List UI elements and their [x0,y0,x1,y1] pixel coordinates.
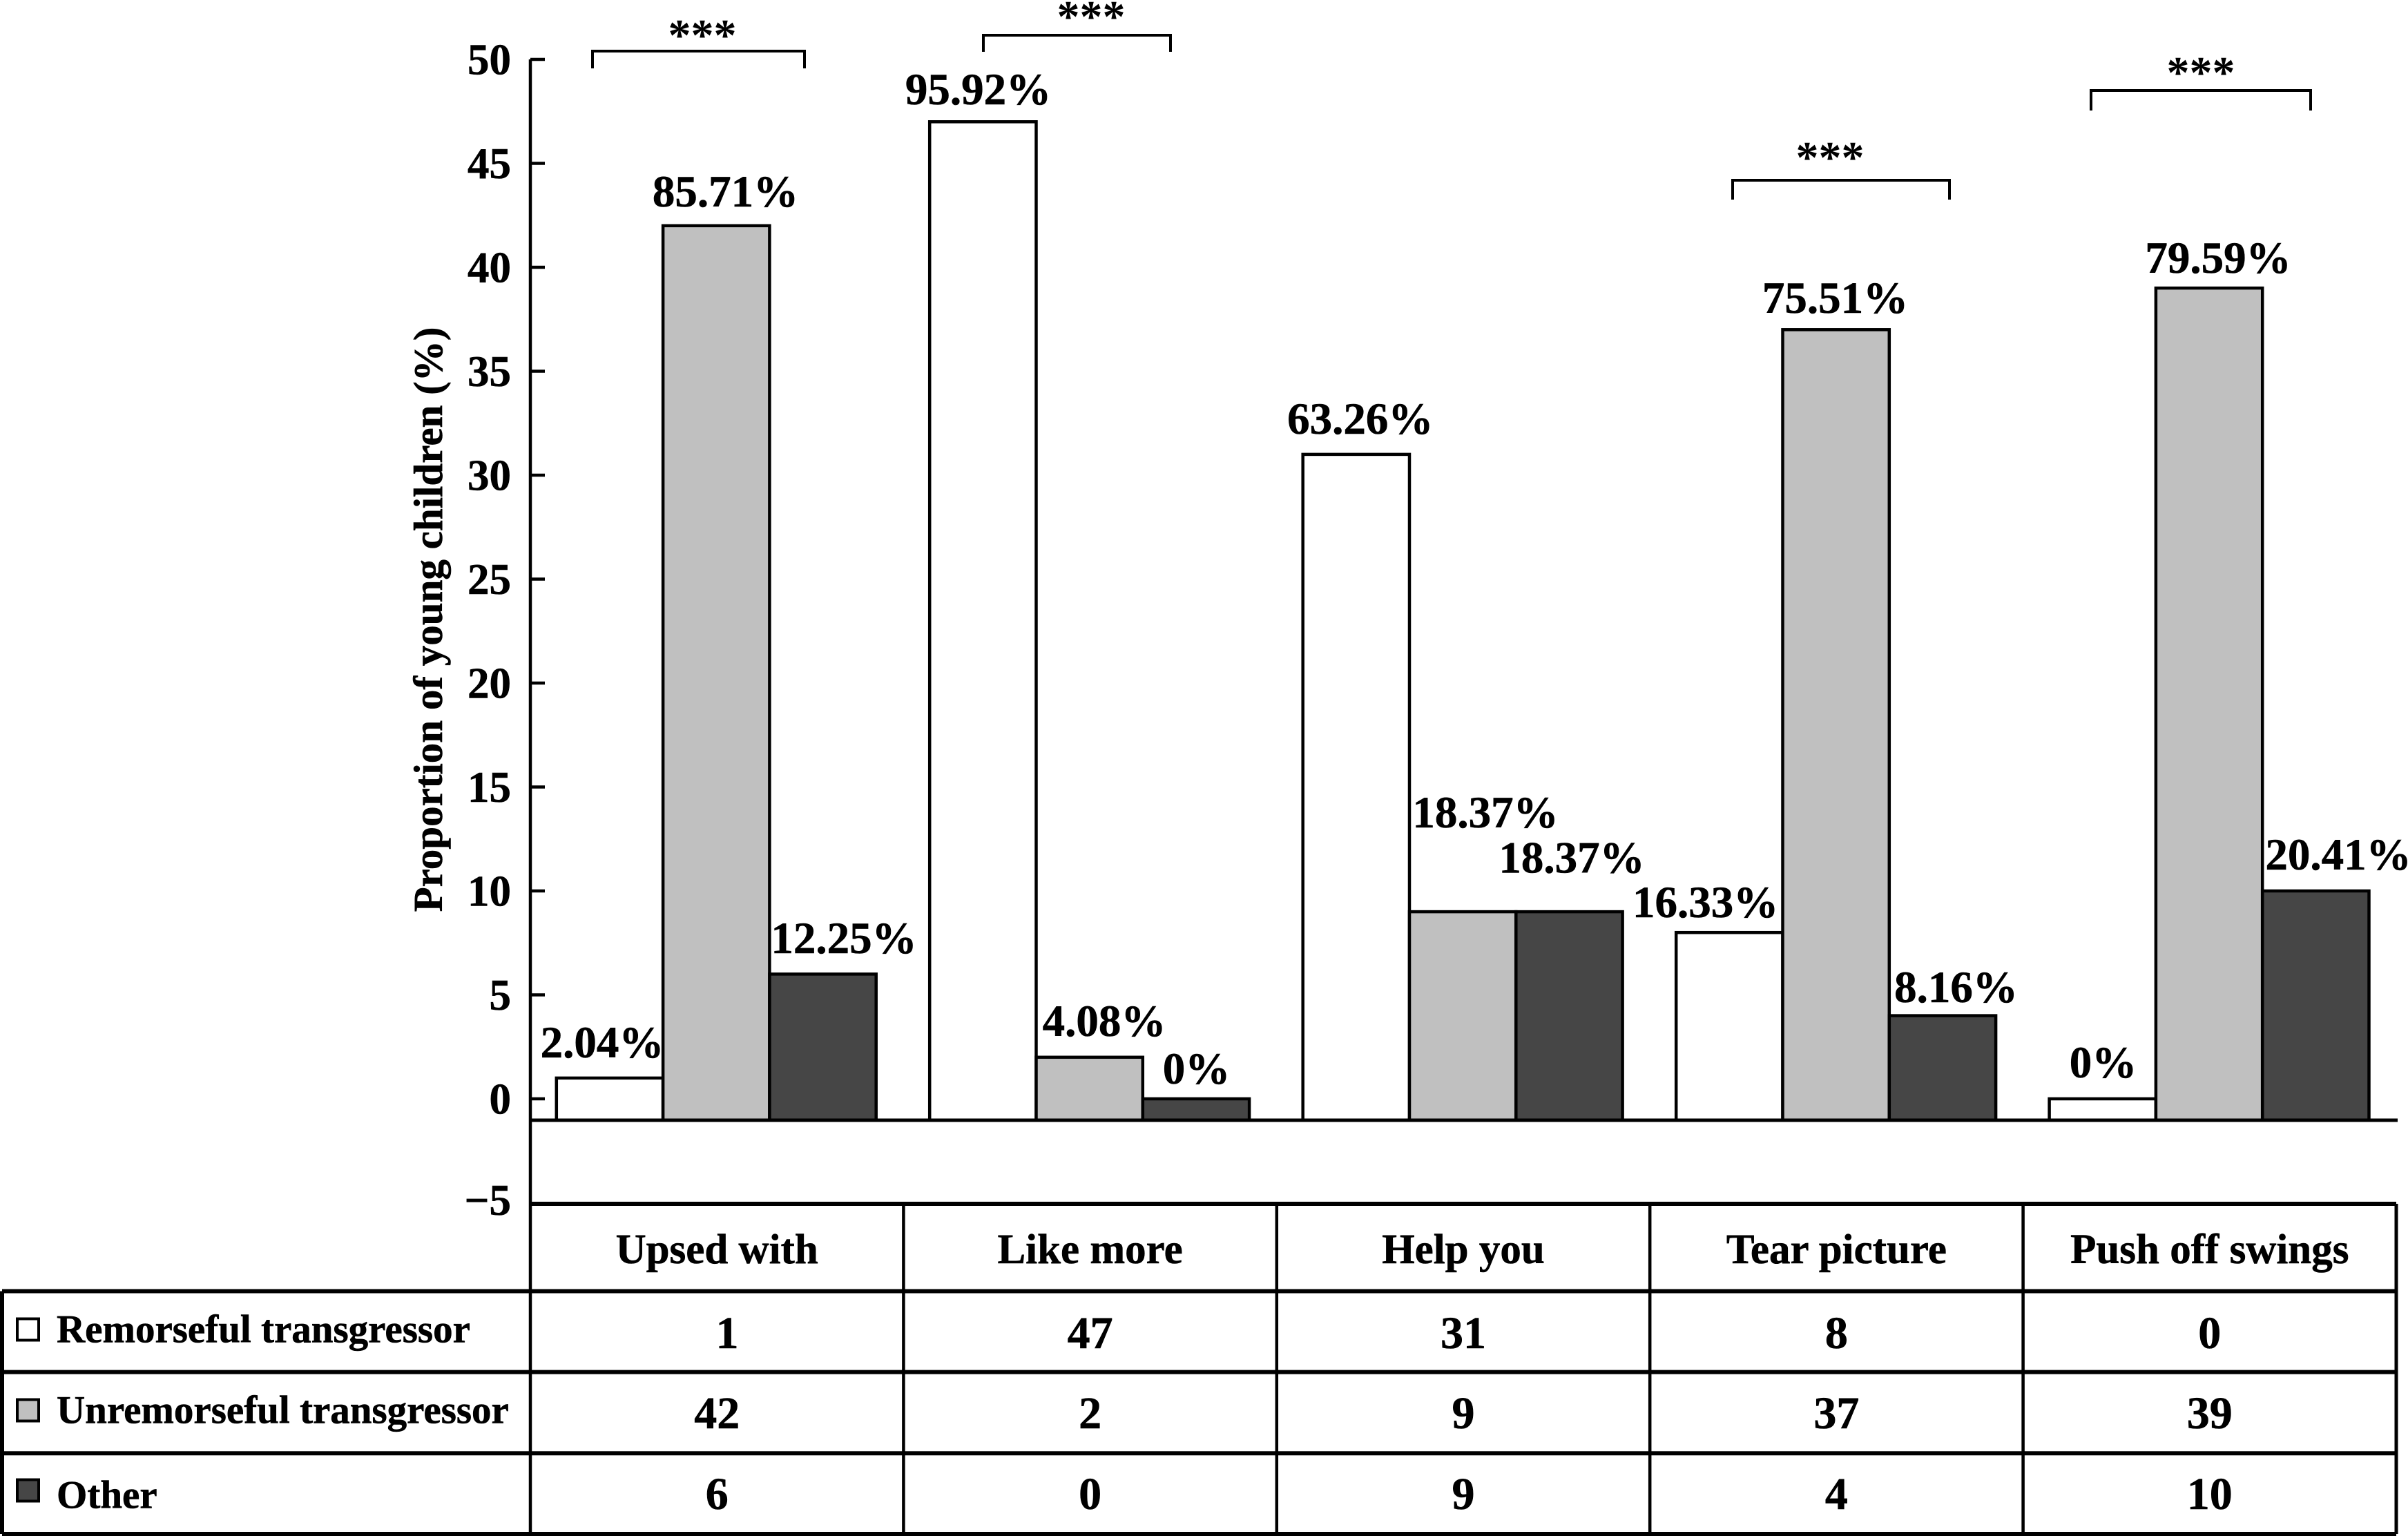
svg-text:8.16%: 8.16% [1894,963,2018,1012]
svg-text:63.26%: 63.26% [1287,394,1433,444]
svg-text:***: *** [1057,0,1126,42]
svg-text:Help you: Help you [1382,1227,1545,1273]
svg-text:25: 25 [468,555,511,604]
svg-text:85.71%: 85.71% [653,167,798,217]
svg-text:2: 2 [1079,1388,1101,1439]
svg-text:0%: 0% [1163,1044,1231,1094]
svg-text:Remorseful transgressor: Remorseful transgressor [57,1308,470,1352]
svg-text:0: 0 [1079,1469,1101,1519]
svg-text:Upsed with: Upsed with [616,1227,818,1273]
svg-text:79.59%: 79.59% [2145,233,2291,283]
svg-text:5: 5 [490,971,512,1019]
svg-text:50: 50 [468,36,511,84]
svg-text:18.37%: 18.37% [1499,834,1644,883]
svg-text:Proportion of young children (: Proportion of young children (%) [405,327,451,912]
svg-text:75.51%: 75.51% [1762,273,1908,323]
svg-text:***: *** [2167,48,2235,98]
svg-text:12.25%: 12.25% [771,914,916,963]
svg-text:45: 45 [468,140,511,188]
svg-text:Like more: Like more [997,1227,1182,1273]
svg-text:8: 8 [1825,1308,1848,1359]
svg-text:2.04%: 2.04% [541,1018,664,1068]
svg-text:9: 9 [1452,1469,1475,1519]
svg-text:0: 0 [2198,1308,2221,1359]
svg-text:95.92%: 95.92% [905,65,1051,115]
svg-text:6: 6 [706,1469,729,1519]
svg-text:20.41%: 20.41% [2265,830,2408,880]
svg-text:Other: Other [57,1474,157,1517]
svg-text:4.08%: 4.08% [1043,997,1166,1046]
svg-text:16.33%: 16.33% [1632,878,1778,928]
svg-text:Push off swings: Push off swings [2070,1227,2349,1273]
svg-text:10: 10 [468,867,511,916]
svg-text:42: 42 [694,1388,740,1439]
svg-text:18.37%: 18.37% [1412,788,1558,838]
svg-text:Unremorseful transgressor: Unremorseful transgressor [57,1389,509,1432]
svg-text:9: 9 [1452,1388,1475,1439]
svg-text:4: 4 [1825,1469,1848,1519]
svg-text:40: 40 [468,244,511,292]
svg-text:47: 47 [1068,1308,1113,1359]
svg-text:Tear picture: Tear picture [1726,1227,1947,1273]
svg-text:15: 15 [468,763,511,812]
svg-text:31: 31 [1441,1308,1486,1359]
svg-text:1: 1 [716,1308,739,1359]
svg-text:0: 0 [490,1075,512,1124]
svg-text:0%: 0% [2070,1038,2137,1088]
svg-text:10: 10 [2187,1469,2233,1519]
svg-text:−5: −5 [465,1176,511,1225]
svg-text:35: 35 [468,347,511,396]
svg-text:30: 30 [468,452,511,500]
svg-text:***: *** [1796,133,1865,183]
svg-text:***: *** [668,10,737,61]
svg-text:20: 20 [468,660,511,708]
svg-text:37: 37 [1813,1388,1859,1439]
svg-text:39: 39 [2187,1388,2233,1439]
